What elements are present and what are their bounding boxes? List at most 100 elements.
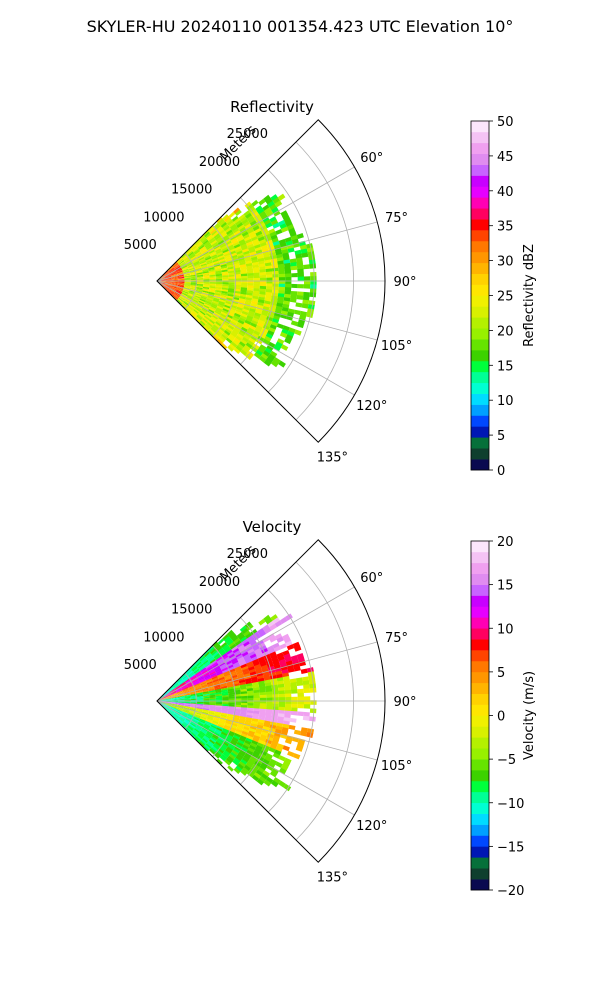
radar-gate [233,714,240,719]
radar-gate [307,728,315,734]
radar-gate [255,650,263,657]
radar-gate [240,216,247,223]
radar-gate [171,279,179,281]
colorbar-swatch [471,562,489,575]
radar-gate [189,723,196,729]
radar-gate [250,628,258,636]
radar-gate [272,617,281,625]
radar-gate [212,678,219,683]
radar-gate [202,272,210,275]
colorbar-swatch [471,306,489,318]
radar-gate [232,747,240,754]
radar-gate [171,273,178,277]
radar-gate [245,212,253,219]
radar-gate [164,272,170,277]
radar-gate [193,716,200,720]
radar-gate [213,717,220,722]
radar-gate [233,734,240,740]
radar-gate [179,296,185,301]
radar-gate [202,271,209,274]
radar-gate [177,271,184,275]
radar-gate [265,709,273,713]
radar-gate [227,291,234,296]
radar-gate [288,327,296,334]
radar-gate [172,682,178,687]
radar-gate [192,259,199,264]
radar-gate [195,710,203,713]
radar-gate [219,313,227,318]
radar-gate [253,692,260,696]
radar-gate [228,742,236,749]
radar-gate [178,717,185,722]
radar-gate [231,302,238,307]
radar-gate [250,303,258,308]
radar-gate [165,699,172,701]
radar-gate [190,695,197,698]
radar-gate [264,207,272,214]
radar-gate [208,739,216,745]
radar-gate [262,624,270,631]
radar-gate [209,277,216,280]
radar-gate [286,315,294,321]
radar-gate [171,698,179,700]
radar-gate [243,653,250,660]
radar-gate [232,718,239,723]
radar-gate [236,654,244,660]
radar-gate [179,261,186,266]
radar-gate [214,685,221,689]
radar-gate [197,279,204,281]
radar-gate [277,193,286,201]
radar-gate [202,725,209,731]
radar-gate [232,736,239,742]
radar-gate [165,281,172,283]
radar-gate [174,265,181,270]
radial-tick-label: 15000 [171,603,212,618]
radar-gate [209,279,216,281]
radar-gate [164,285,170,290]
radar-gate [278,755,286,762]
radar-gate [220,685,228,689]
radar-gate [215,288,222,292]
radar-gate [281,669,289,675]
radar-gate [191,720,198,725]
radar-gate [269,350,278,358]
radar-gate [168,686,174,692]
colorbar-swatch [471,240,489,253]
radar-gate [244,332,252,338]
radar-gate [261,308,269,314]
radar-gate [198,258,206,263]
radar-gate [199,655,206,662]
radar-gate [184,698,191,700]
radar-gate [243,754,251,761]
radar-gate [189,732,196,739]
radar-gate [246,329,254,336]
radar-gate [275,746,283,753]
radar-gate [187,263,194,268]
radar-gate [227,755,234,762]
radar-gate [213,297,220,302]
radar-gate [192,719,199,724]
radar-gate [204,662,211,668]
radar-gate [230,254,238,259]
radar-gate [259,283,267,287]
radar-gate [228,730,235,736]
radar-gate [210,252,217,257]
radar-gate [236,306,244,311]
radar-gate [207,645,214,652]
radar-gate [238,679,246,684]
radar-gate [252,267,260,271]
radar-gate [185,718,192,723]
radar-gate [296,681,304,686]
azimuth-gridline [156,700,355,816]
radar-gate [225,757,233,764]
colorbar-tick-label: 0 [497,464,505,479]
radar-gate [175,268,182,272]
radar-gate [285,703,292,708]
radar-gate [255,729,262,735]
radar-gate [225,337,233,344]
radar-gate [278,273,286,278]
radar-gate [233,637,241,644]
radar-gate [214,714,221,718]
radar-gate [235,668,243,673]
radar-gate [182,254,188,259]
